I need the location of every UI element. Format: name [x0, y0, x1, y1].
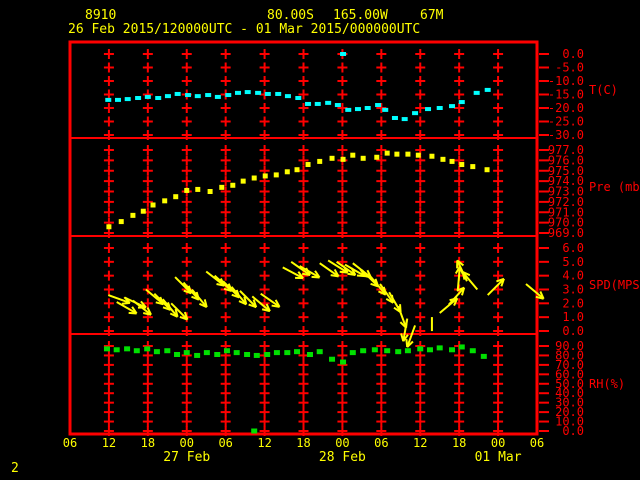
svg-text:-25.0: -25.0	[548, 115, 584, 129]
svg-text:0.0: 0.0	[562, 324, 584, 338]
svg-text:20.0: 20.0	[555, 405, 584, 419]
svg-text:12: 12	[257, 436, 271, 450]
svg-text:-20.0: -20.0	[548, 101, 584, 115]
wind-arrows	[107, 259, 545, 348]
svg-text:-30.0: -30.0	[548, 128, 584, 142]
svg-text:976.0: 976.0	[548, 153, 584, 167]
svg-text:3.0: 3.0	[562, 283, 584, 297]
svg-text:T(C): T(C)	[589, 83, 618, 97]
grid-ticks	[103, 49, 504, 436]
svg-text:10.0: 10.0	[555, 415, 584, 429]
svg-text:977.0: 977.0	[548, 143, 584, 157]
page-number: 2	[11, 461, 19, 476]
svg-text:01 Mar: 01 Mar	[475, 450, 522, 465]
svg-text:0.0: 0.0	[562, 424, 584, 438]
svg-text:50.0: 50.0	[555, 377, 584, 391]
svg-text:971.0: 971.0	[548, 205, 584, 219]
svg-text:5.0: 5.0	[562, 255, 584, 269]
svg-text:970.0: 970.0	[548, 216, 584, 230]
svg-text:27 Feb: 27 Feb	[163, 450, 210, 465]
svg-text:973.0: 973.0	[548, 185, 584, 199]
svg-text:4.0: 4.0	[562, 269, 584, 283]
svg-text:00: 00	[491, 436, 505, 450]
temperature-series	[105, 52, 491, 122]
svg-text:06: 06	[63, 436, 77, 450]
svg-text:1.0: 1.0	[562, 310, 584, 324]
humidity-series	[103, 344, 487, 434]
pressure-series	[106, 150, 490, 230]
svg-text:18: 18	[452, 436, 466, 450]
svg-text:972.0: 972.0	[548, 195, 584, 209]
svg-text:70.0: 70.0	[555, 358, 584, 372]
svg-text:975.0: 975.0	[548, 164, 584, 178]
right-axis-labels: 0.0-5.0-10.0-15.0-20.0-25.0-30.0T(C)977.…	[539, 47, 640, 438]
station-id: 8910	[85, 8, 117, 23]
station-longitude: 165.00W	[333, 8, 388, 23]
svg-text:RH(%): RH(%)	[589, 377, 625, 391]
svg-text:60.0: 60.0	[555, 367, 584, 381]
svg-text:SPD(MPS): SPD(MPS)	[589, 278, 640, 292]
svg-text:40.0: 40.0	[555, 386, 584, 400]
svg-text:90.0: 90.0	[555, 339, 584, 353]
svg-text:6.0: 6.0	[562, 241, 584, 255]
svg-text:80.0: 80.0	[555, 348, 584, 362]
svg-text:2.0: 2.0	[562, 296, 584, 310]
svg-text:18: 18	[141, 436, 155, 450]
svg-text:0.0: 0.0	[562, 47, 584, 61]
axis-frame	[68, 40, 539, 436]
svg-text:974.0: 974.0	[548, 174, 584, 188]
svg-text:12: 12	[102, 436, 116, 450]
station-latitude: 80.00S	[267, 8, 314, 23]
svg-text:06: 06	[374, 436, 388, 450]
svg-text:-5.0: -5.0	[555, 61, 584, 75]
svg-text:00: 00	[335, 436, 349, 450]
time-range-label: 26 Feb 2015/120000UTC - 01 Mar 2015/0000…	[68, 22, 421, 37]
svg-text:06: 06	[530, 436, 544, 450]
svg-text:Pre (mb): Pre (mb)	[589, 180, 640, 194]
svg-text:-15.0: -15.0	[548, 88, 584, 102]
svg-text:30.0: 30.0	[555, 396, 584, 410]
svg-text:12: 12	[413, 436, 427, 450]
svg-text:06: 06	[218, 436, 232, 450]
svg-text:969.0: 969.0	[548, 226, 584, 240]
station-elevation: 67M	[420, 8, 444, 23]
svg-text:00: 00	[180, 436, 194, 450]
svg-text:-10.0: -10.0	[548, 74, 584, 88]
svg-text:18: 18	[296, 436, 310, 450]
svg-text:28 Feb: 28 Feb	[319, 450, 366, 465]
bottom-axis-labels: 06 12 18 00 06 12 18 00 06 12 18 00 06 27 Feb 28 Feb 01…	[63, 436, 544, 465]
